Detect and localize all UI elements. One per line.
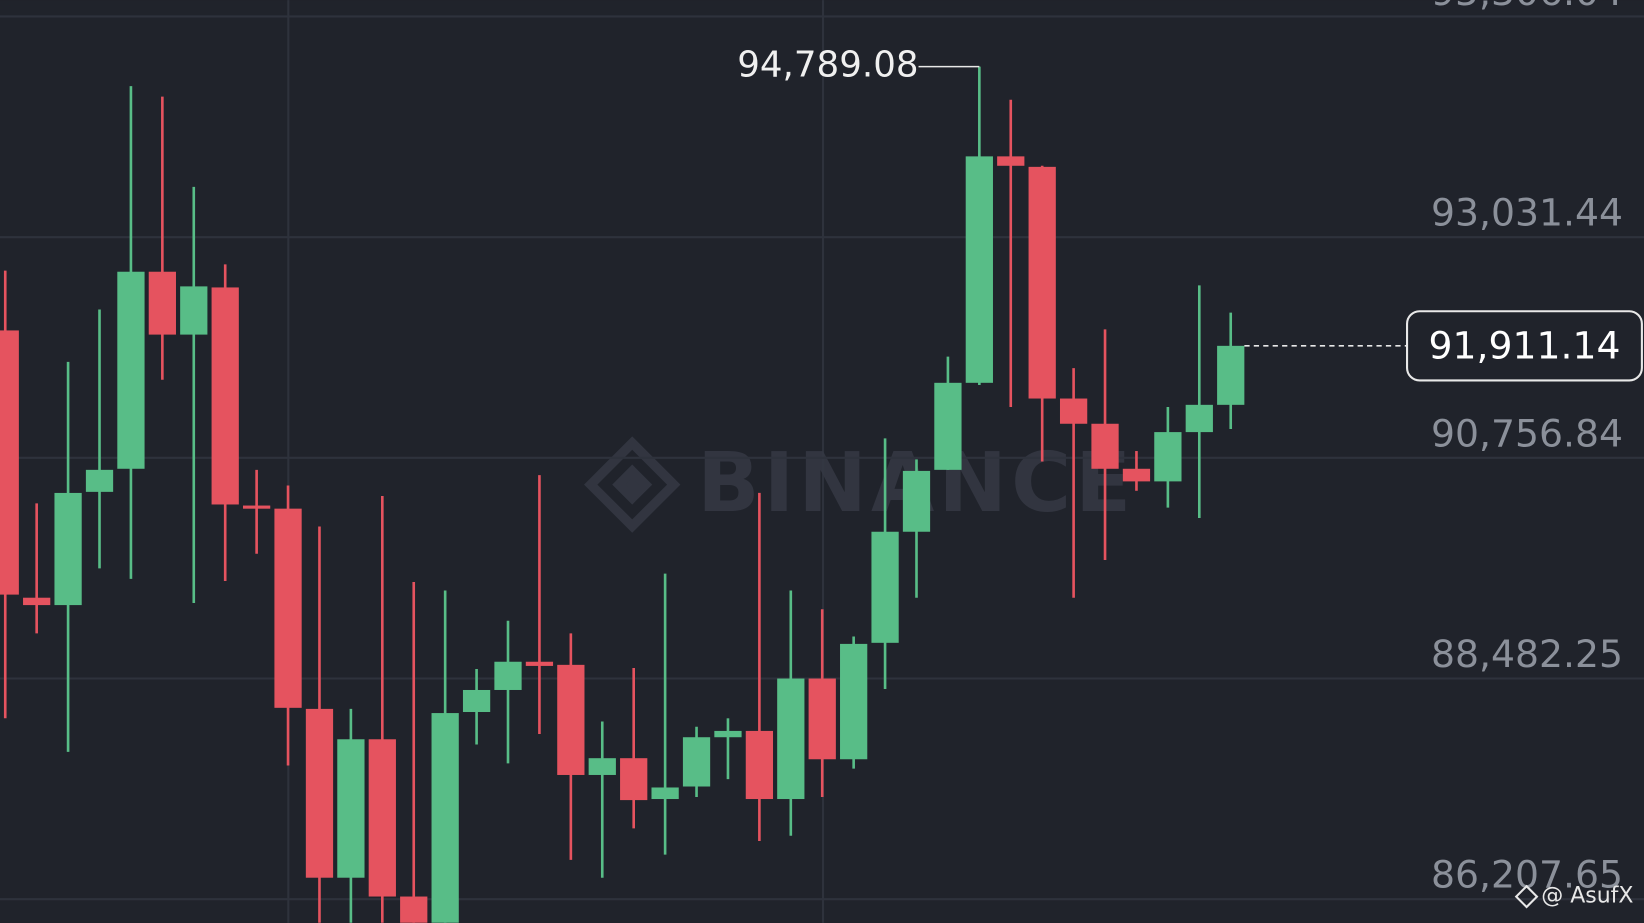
candle-body — [871, 531, 899, 643]
candle-body — [840, 643, 868, 760]
candle-body — [965, 156, 993, 383]
y-tick-label: 88,482.25 — [1431, 632, 1623, 676]
candle-body — [997, 156, 1025, 166]
candle-body — [85, 469, 114, 492]
candle-body — [1028, 166, 1056, 399]
candle-body — [1154, 432, 1182, 482]
candle-body — [1217, 345, 1245, 405]
candle-body — [588, 758, 616, 775]
candle-body — [557, 664, 585, 775]
candle-body — [0, 330, 19, 595]
high-label: 94,789.08 — [737, 45, 918, 86]
candle-body — [1091, 423, 1119, 469]
candle-body — [494, 661, 522, 690]
y-tick-label: 93,031.44 — [1431, 191, 1623, 235]
candle-body — [902, 470, 931, 532]
candle-body — [274, 508, 302, 708]
credit-logo — [1514, 884, 1539, 909]
price-box — [1405, 310, 1643, 382]
candles — [0, 66, 1245, 923]
candle-body — [651, 787, 679, 800]
candle-body — [242, 505, 271, 509]
candle-body — [180, 286, 208, 335]
candle-body — [337, 739, 365, 878]
candle-body — [745, 730, 774, 800]
candle-body — [23, 597, 51, 606]
candle-body — [777, 678, 805, 800]
y-tick-label: 95,306.04 — [1431, 0, 1623, 14]
candle-body — [714, 730, 742, 738]
candle-body — [462, 689, 491, 713]
price-label: 91,911.14 — [1428, 323, 1620, 367]
candle-body — [54, 492, 82, 606]
candle-body — [525, 661, 554, 666]
labels: 86,207.65 88,482.25 90,756.84 93,031.44 95,3… — [737, 0, 1643, 897]
candle-body — [148, 271, 176, 335]
watermark-logo — [584, 436, 681, 533]
candle-body — [1059, 398, 1088, 424]
candle-body — [1185, 404, 1213, 433]
candle-body — [305, 708, 334, 878]
candle-body — [400, 896, 428, 923]
y-tick-label: 90,756.84 — [1431, 411, 1623, 455]
candle-body — [431, 713, 459, 923]
candle-body — [1122, 468, 1151, 482]
y-tick-label: 86,207.65 — [1431, 853, 1623, 897]
candle-body — [808, 678, 836, 760]
credit: @ AsufX — [1541, 884, 1633, 909]
candle-body — [368, 739, 396, 897]
candle-body — [682, 737, 711, 787]
candle-body — [117, 271, 145, 469]
candle-body — [934, 382, 962, 470]
candle-body — [620, 758, 648, 801]
candle-body — [211, 287, 239, 505]
